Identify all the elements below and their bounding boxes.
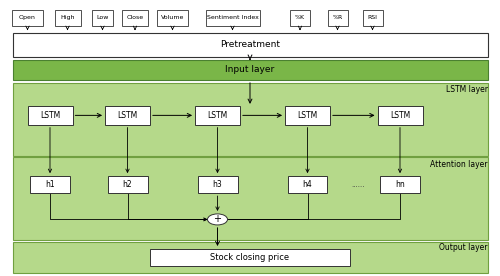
Text: h4: h4 — [302, 180, 312, 189]
Text: %K: %K — [295, 15, 305, 20]
FancyBboxPatch shape — [122, 10, 148, 26]
Text: Low: Low — [96, 15, 108, 20]
FancyBboxPatch shape — [108, 176, 148, 193]
FancyBboxPatch shape — [92, 10, 114, 26]
Text: Attention layer: Attention layer — [430, 160, 488, 169]
Text: Pretreatment: Pretreatment — [220, 40, 280, 49]
FancyBboxPatch shape — [288, 176, 328, 193]
FancyBboxPatch shape — [12, 157, 488, 240]
FancyBboxPatch shape — [290, 10, 310, 26]
FancyBboxPatch shape — [54, 10, 80, 26]
FancyBboxPatch shape — [206, 10, 260, 26]
Text: Stock closing price: Stock closing price — [210, 253, 290, 262]
Text: Open: Open — [19, 15, 36, 20]
Text: LSTM: LSTM — [390, 111, 410, 120]
Text: LSTM layer: LSTM layer — [446, 85, 488, 94]
FancyBboxPatch shape — [12, 242, 488, 273]
FancyBboxPatch shape — [150, 249, 350, 266]
Circle shape — [208, 214, 228, 225]
Text: h3: h3 — [212, 180, 222, 189]
FancyBboxPatch shape — [378, 106, 422, 125]
Text: Close: Close — [126, 15, 144, 20]
FancyBboxPatch shape — [105, 106, 150, 125]
FancyBboxPatch shape — [12, 60, 488, 80]
Text: Volume: Volume — [161, 15, 184, 20]
Text: ......: ...... — [351, 182, 364, 188]
Text: Input layer: Input layer — [226, 65, 274, 75]
FancyBboxPatch shape — [12, 33, 488, 57]
Text: h1: h1 — [45, 180, 55, 189]
Text: h2: h2 — [122, 180, 132, 189]
FancyBboxPatch shape — [380, 176, 420, 193]
Text: LSTM: LSTM — [208, 111, 228, 120]
Text: High: High — [60, 15, 75, 20]
FancyBboxPatch shape — [12, 10, 43, 26]
Text: hn: hn — [395, 180, 405, 189]
FancyBboxPatch shape — [30, 176, 70, 193]
Text: +: + — [214, 214, 222, 224]
Text: Output layer: Output layer — [439, 243, 488, 252]
FancyBboxPatch shape — [285, 106, 330, 125]
FancyBboxPatch shape — [362, 10, 382, 26]
Text: LSTM: LSTM — [40, 111, 60, 120]
Text: LSTM: LSTM — [118, 111, 138, 120]
Text: LSTM: LSTM — [298, 111, 318, 120]
FancyBboxPatch shape — [157, 10, 188, 26]
Text: Sentiment Index: Sentiment Index — [206, 15, 258, 20]
Text: RSI: RSI — [368, 15, 378, 20]
FancyBboxPatch shape — [28, 106, 72, 125]
FancyBboxPatch shape — [198, 176, 237, 193]
FancyBboxPatch shape — [195, 106, 240, 125]
FancyBboxPatch shape — [328, 10, 347, 26]
FancyBboxPatch shape — [12, 83, 488, 156]
Text: %R: %R — [332, 15, 342, 20]
